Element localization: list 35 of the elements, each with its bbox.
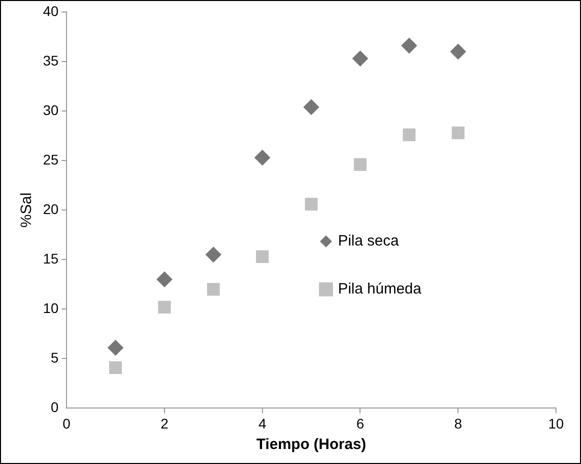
legend-label: Pila seca	[338, 232, 400, 250]
y-tick-label: 40	[42, 2, 59, 19]
point	[402, 128, 416, 142]
y-tick-label: 20	[42, 200, 59, 217]
y-tick-label: 5	[50, 350, 59, 366]
point	[401, 38, 418, 54]
x-tick-label: 8	[454, 415, 462, 432]
y-tick-label: 15	[42, 250, 59, 266]
point	[158, 300, 171, 314]
y-tick-label: 10	[42, 300, 59, 316]
point	[256, 250, 269, 264]
point	[156, 271, 172, 288]
point	[450, 44, 466, 60]
x-tick-label: 4	[258, 415, 266, 432]
x-tick-label: 6	[356, 415, 364, 432]
x-tick-label: 2	[160, 415, 169, 432]
y-tick-label: 30	[42, 102, 59, 118]
point	[108, 340, 124, 356]
point	[109, 361, 122, 374]
y-tick-label: 25	[42, 151, 59, 168]
point	[452, 126, 464, 140]
y-tick-label: 35	[42, 52, 59, 68]
legend-label: Pila húmeda	[338, 280, 422, 298]
point	[207, 282, 220, 296]
point	[354, 158, 367, 171]
point	[254, 150, 270, 166]
x-tick-label: 10	[548, 415, 564, 432]
y-tick-label: 0	[50, 399, 59, 416]
point	[352, 50, 368, 67]
x-axis-title: Tiempo (Horas)	[256, 436, 366, 454]
point	[205, 246, 222, 263]
y-axis-title: %Sal	[18, 192, 36, 228]
point	[303, 99, 320, 116]
x-tick-label: 0	[62, 415, 71, 432]
point	[304, 198, 318, 211]
